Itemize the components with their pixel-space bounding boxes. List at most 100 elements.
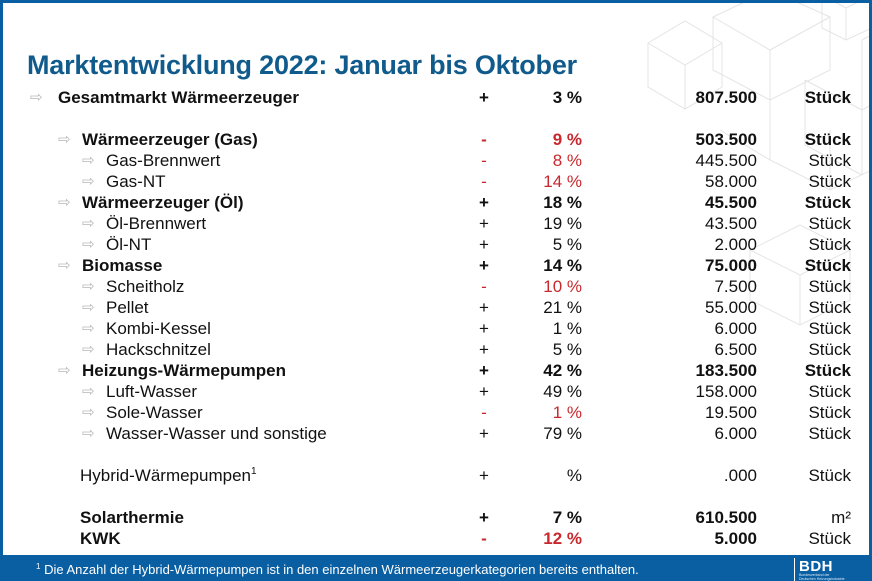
table-row: ⇨ Wärmeerzeuger (Öl) +18 % 45.500 Stück: [0, 193, 872, 214]
footnote-marker: 1: [36, 562, 41, 571]
unit-count: 158.000: [695, 382, 757, 401]
table-row: ⇨ Gas-Brennwert - 8 % 445.500 Stück: [0, 151, 872, 172]
table-row: ⇨ Öl-Brennwert +19 % 43.500 Stück: [0, 214, 872, 235]
table-row: ⇨ Scheitholz - 10 % 7.500 Stück: [0, 277, 872, 298]
arrow-right-icon: ⇨: [82, 383, 95, 400]
arrow-right-icon: ⇨: [82, 320, 95, 337]
change-sign: +: [479, 424, 489, 443]
unit-label: Stück: [808, 151, 851, 170]
unit-count: 6.000: [714, 319, 757, 338]
arrow-right-icon: ⇨: [58, 131, 71, 148]
change-sign: +: [479, 214, 489, 233]
row-label: Gesamtmarkt Wärmeerzeuger: [58, 88, 299, 107]
unit-label: Stück: [808, 466, 851, 485]
change-percent: 21 %: [543, 298, 582, 317]
arrow-right-icon: ⇨: [58, 257, 71, 274]
unit-count: 503.500: [695, 130, 757, 149]
unit-count: 58.000: [705, 172, 757, 191]
unit-label: Stück: [808, 424, 851, 443]
change-sign: -: [481, 403, 487, 422]
unit-label: Stück: [808, 235, 851, 254]
change-sign: -: [481, 172, 487, 191]
arrow-right-icon: ⇨: [82, 278, 95, 295]
unit-label: Stück: [808, 529, 851, 548]
unit-label: Stück: [804, 88, 851, 107]
row-label: Pellet: [106, 298, 149, 317]
change-percent: 10 %: [543, 277, 582, 296]
change-percent: 14 %: [543, 256, 582, 275]
change-sign: +: [479, 193, 489, 212]
row-label: Scheitholz: [106, 277, 185, 296]
row-label-wrap: Hybrid-Wärmepumpen1: [80, 466, 257, 486]
arrow-right-icon: ⇨: [58, 194, 71, 211]
table-row: ⇨ Biomasse +14 % 75.000 Stück: [0, 256, 872, 277]
change-sign: +: [479, 88, 489, 107]
change-sign: -: [481, 151, 487, 170]
change-percent: 5 %: [552, 340, 582, 359]
unit-count: 610.500: [695, 508, 757, 527]
footnote-reference: 1: [251, 466, 257, 477]
unit-count: 2.000: [714, 235, 757, 254]
unit-label: Stück: [804, 193, 851, 212]
row-label: Hybrid-Wärmepumpen: [80, 466, 251, 485]
change-percent: 49 %: [543, 382, 582, 401]
change-percent: 7 %: [552, 508, 582, 527]
unit-label: Stück: [808, 340, 851, 359]
table-row: Hybrid-Wärmepumpen1 +% .000 Stück: [0, 466, 872, 487]
row-label: Heizungs-Wärmepumpen: [82, 361, 287, 380]
change-percent: %: [566, 466, 582, 485]
table-row: ⇨ Kombi-Kessel +1 % 6.000 Stück: [0, 319, 872, 340]
row-label: Öl-NT: [106, 235, 152, 254]
slide-title: Marktentwicklung 2022: Januar bis Oktobe…: [27, 50, 577, 80]
logo-tagline: Bundesverband der Deutschen Heizungsindus…: [799, 573, 845, 581]
arrow-right-icon: ⇨: [82, 215, 95, 232]
change-sign: -: [481, 130, 487, 149]
change-sign: +: [479, 256, 489, 275]
change-percent: 19 %: [543, 214, 582, 233]
change-sign: +: [479, 466, 489, 485]
unit-count: 19.500: [705, 403, 757, 422]
arrow-right-icon: ⇨: [82, 425, 95, 442]
change-percent: 5 %: [552, 235, 582, 254]
unit-label: Stück: [808, 319, 851, 338]
logo-text: BDH: [799, 558, 833, 575]
row-label: Solarthermie: [80, 508, 184, 527]
unit-count: 45.500: [705, 193, 757, 212]
unit-count: 7.500: [714, 277, 757, 296]
table-row: ⇨ Wasser-Wasser und sonstige +79 % 6.000 Stü…: [0, 424, 872, 445]
change-percent: 79 %: [543, 424, 582, 443]
table-row: ⇨ Hackschnitzel +5 % 6.500 Stück: [0, 340, 872, 361]
table-row: ⇨ Luft-Wasser +49 % 158.000 Stück: [0, 382, 872, 403]
decorative-cubes-graphic: [647, 0, 872, 326]
arrow-right-icon: ⇨: [82, 404, 95, 421]
change-percent: 8 %: [552, 151, 582, 170]
unit-label: Stück: [808, 382, 851, 401]
change-sign: +: [479, 382, 489, 401]
arrow-right-icon: ⇨: [82, 341, 95, 358]
table-row: ⇨ Öl-NT +5 % 2.000 Stück: [0, 235, 872, 256]
row-label: Öl-Brennwert: [106, 214, 207, 233]
row-label: Wärmeerzeuger (Öl): [82, 193, 244, 212]
row-label: Luft-Wasser: [106, 382, 198, 401]
table-row: ⇨ Gas-NT - 14 % 58.000 Stück: [0, 172, 872, 193]
unit-count: .000: [723, 466, 757, 485]
unit-label: Stück: [808, 214, 851, 233]
unit-label: Stück: [804, 256, 851, 275]
unit-label: Stück: [808, 403, 851, 422]
footnote: 1 Die Anzahl der Hybrid-Wärmepumpen ist …: [36, 562, 639, 577]
arrow-right-icon: ⇨: [82, 152, 95, 169]
change-sign: +: [479, 235, 489, 254]
unit-count: 183.500: [695, 361, 757, 380]
unit-count: 55.000: [705, 298, 757, 317]
row-label: Gas-Brennwert: [106, 151, 221, 170]
change-percent: 9 %: [552, 130, 582, 149]
row-label: Wasser-Wasser und sonstige: [106, 424, 327, 443]
table-row: ⇨ Sole-Wasser - 1 % 19.500 Stück: [0, 403, 872, 424]
arrow-right-icon: ⇨: [82, 236, 95, 253]
change-sign: +: [479, 319, 489, 338]
unit-label: m²: [831, 508, 851, 527]
change-percent: 1 %: [552, 319, 582, 338]
unit-label: Stück: [808, 172, 851, 191]
table-row: ⇨ Pellet +21 % 55.000 Stück: [0, 298, 872, 319]
row-label: Hackschnitzel: [106, 340, 211, 359]
